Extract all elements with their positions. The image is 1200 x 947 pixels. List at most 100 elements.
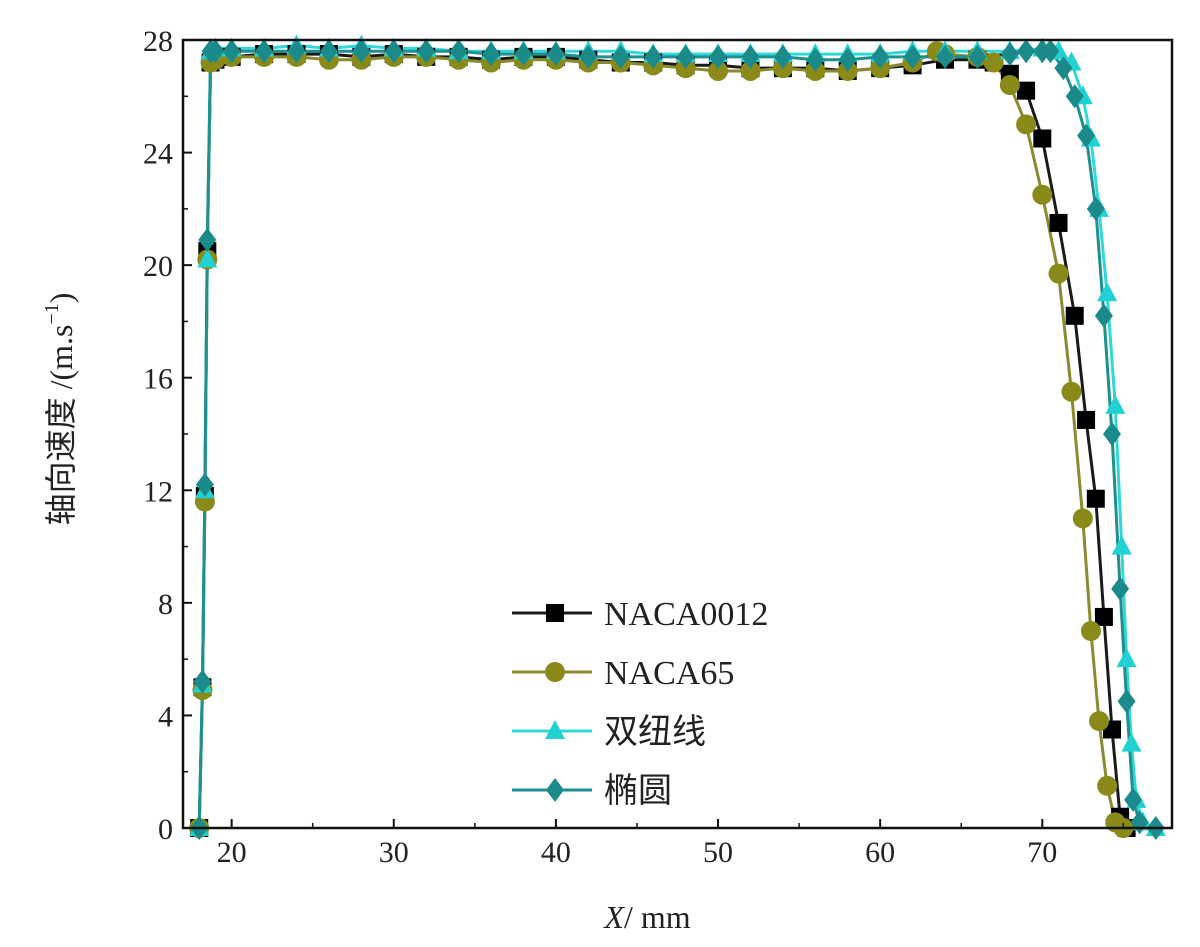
x-tick-label: 50 bbox=[703, 836, 733, 869]
data-point-series-4 bbox=[644, 44, 663, 69]
series-line-1 bbox=[197, 52, 1128, 829]
data-point-series-2 bbox=[999, 75, 1020, 96]
data-point-series-4 bbox=[1086, 196, 1105, 221]
x-axis-label-unit: / mm bbox=[624, 899, 691, 935]
data-point-series-2 bbox=[1072, 508, 1093, 529]
y-tick-label: 24 bbox=[143, 138, 173, 171]
data-point-series-4 bbox=[255, 39, 274, 64]
legend-label-1: NACA0012 bbox=[604, 596, 768, 633]
data-point-series-4 bbox=[482, 42, 501, 67]
series-line-3 bbox=[197, 44, 1157, 830]
x-axis-label: X/ mm bbox=[602, 899, 690, 935]
x-tick-label: 60 bbox=[865, 836, 895, 869]
data-point-series-4 bbox=[319, 39, 338, 64]
data-point-series-2 bbox=[1032, 184, 1053, 205]
x-tick-label: 20 bbox=[217, 836, 247, 869]
series-markers bbox=[189, 34, 1166, 840]
data-point-series-4 bbox=[222, 39, 241, 64]
data-point-series-4 bbox=[195, 472, 214, 497]
y-tick-label: 28 bbox=[143, 25, 173, 58]
data-point-series-4 bbox=[676, 44, 695, 69]
y-tick-label: 12 bbox=[143, 475, 173, 508]
legend-label-3: 双纽线 bbox=[604, 713, 706, 751]
series-line-2 bbox=[197, 49, 1125, 830]
data-point-series-4 bbox=[546, 42, 565, 67]
data-point-series-2 bbox=[1089, 711, 1110, 732]
series-lines bbox=[197, 44, 1157, 830]
y-axis-ticks: 0 4 8 12 16 20 24 28 bbox=[143, 25, 192, 846]
data-point-series-4 bbox=[193, 669, 212, 694]
data-point-series-1 bbox=[1033, 129, 1052, 148]
data-point-series-1 bbox=[1077, 410, 1096, 429]
data-point-series-4 bbox=[1017, 39, 1036, 64]
y-tick-label: 20 bbox=[143, 250, 173, 283]
data-point-series-1 bbox=[1049, 213, 1068, 232]
data-point-series-4 bbox=[741, 44, 760, 69]
y-axis-label: 轴向速度 /(m.s−1) bbox=[41, 293, 79, 526]
data-point-series-4 bbox=[1111, 576, 1130, 601]
data-point-series-4 bbox=[206, 39, 225, 64]
data-point-series-4 bbox=[1124, 787, 1143, 812]
y-tick-label: 0 bbox=[158, 813, 173, 846]
data-point-series-4 bbox=[514, 42, 533, 67]
data-point-series-2 bbox=[1097, 775, 1118, 796]
data-point-series-1 bbox=[1094, 607, 1113, 626]
y-tick-label: 16 bbox=[143, 363, 173, 396]
x-axis-label-variable: X bbox=[602, 899, 625, 935]
x-tick-label: 70 bbox=[1027, 836, 1057, 869]
data-point-series-4 bbox=[611, 44, 630, 69]
series-line-4 bbox=[197, 49, 1157, 830]
legend-marker-4 bbox=[546, 778, 564, 802]
y-axis-label-superscript: −1 bbox=[41, 303, 63, 324]
data-point-series-4 bbox=[287, 39, 306, 64]
data-point-series-4 bbox=[773, 44, 792, 69]
data-point-series-4 bbox=[968, 44, 987, 69]
data-point-series-4 bbox=[806, 47, 825, 72]
legend-marker-2 bbox=[545, 662, 565, 682]
data-point-series-3 bbox=[1105, 394, 1126, 414]
legend-marker-1 bbox=[546, 604, 564, 622]
data-point-series-4 bbox=[1077, 123, 1096, 148]
data-point-series-1 bbox=[1086, 489, 1105, 508]
data-point-series-4 bbox=[871, 44, 890, 69]
data-point-series-3 bbox=[1121, 732, 1142, 752]
data-point-series-3 bbox=[1097, 282, 1118, 302]
data-point-series-2 bbox=[708, 60, 729, 81]
y-axis-label-text: 轴向速度 /(m.s bbox=[43, 325, 79, 526]
data-point-series-1 bbox=[1017, 81, 1036, 100]
y-tick-label: 4 bbox=[158, 700, 173, 733]
data-point-series-4 bbox=[1041, 39, 1060, 64]
data-point-series-4 bbox=[417, 39, 436, 64]
data-point-series-3 bbox=[1116, 648, 1137, 668]
y-axis-label-close: ) bbox=[43, 293, 79, 304]
data-point-series-4 bbox=[579, 44, 598, 69]
data-point-series-4 bbox=[1094, 303, 1113, 328]
legend-marker-3 bbox=[545, 720, 565, 739]
x-axis-ticks: 20 30 40 50 60 70 bbox=[217, 819, 1125, 869]
data-point-series-2 bbox=[1048, 263, 1069, 284]
data-point-series-4 bbox=[709, 44, 728, 69]
data-point-series-4 bbox=[1117, 689, 1136, 714]
data-point-series-2 bbox=[1080, 621, 1101, 641]
data-point-series-4 bbox=[903, 44, 922, 69]
data-point-series-4 bbox=[198, 227, 217, 252]
data-point-series-4 bbox=[384, 39, 403, 64]
data-point-series-1 bbox=[1065, 306, 1084, 325]
y-tick-label: 8 bbox=[158, 588, 173, 621]
data-point-series-4 bbox=[1000, 42, 1019, 67]
data-point-series-4 bbox=[1065, 84, 1084, 109]
data-point-series-2 bbox=[1061, 381, 1082, 402]
plot-area-frame bbox=[181, 38, 1174, 830]
data-point-series-3 bbox=[1111, 535, 1132, 555]
data-point-series-2 bbox=[740, 60, 761, 81]
data-point-series-4 bbox=[936, 44, 955, 69]
legend-label-2: NACA65 bbox=[604, 655, 734, 692]
data-point-series-4 bbox=[352, 39, 371, 64]
x-tick-label: 40 bbox=[541, 836, 571, 869]
x-tick-label: 30 bbox=[379, 836, 409, 869]
data-point-series-4 bbox=[838, 47, 857, 72]
data-point-series-4 bbox=[449, 39, 468, 64]
data-point-series-3 bbox=[197, 248, 218, 268]
